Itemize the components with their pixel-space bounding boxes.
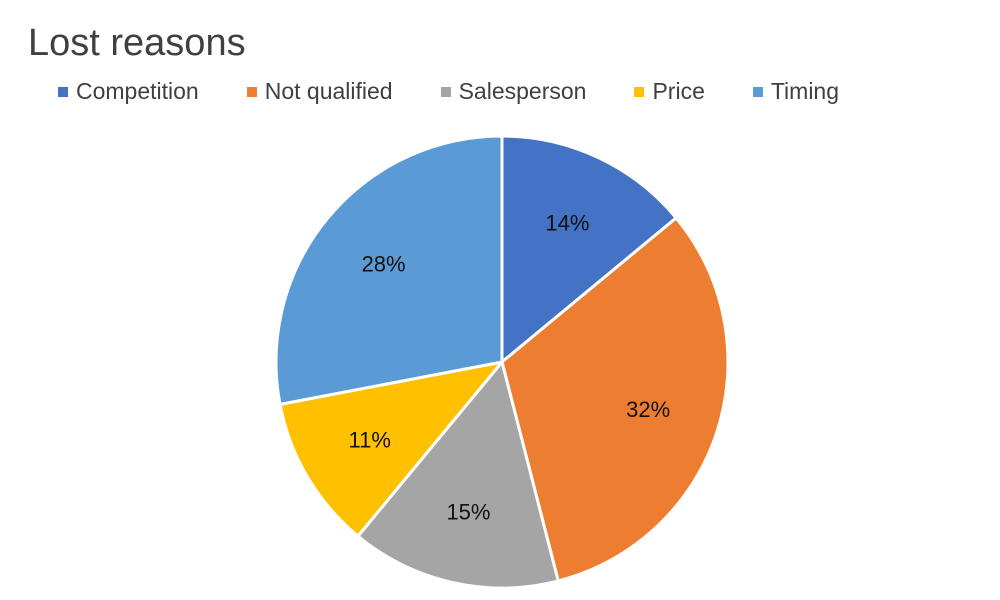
legend-item-timing: Timing [752,78,840,105]
legend-item-price: Price [634,78,705,105]
pie-slice-timing [274,134,504,406]
legend-item-salesperson: Salesperson [440,78,587,105]
pie-data-labels: 14% 32% 15% 11% 28% [349,210,671,524]
data-label-price: 11% [349,428,391,453]
pie-slice-price [278,360,504,538]
legend-label-not-qualified: Not qualified [264,78,393,104]
legend-swatch-competition [58,86,68,97]
legend-label-timing: Timing [770,78,840,104]
data-label-timing: 28% [362,252,406,277]
legend-label-price: Price [652,78,705,104]
chart-legend: Competition Not qualified Salesperson Pr… [58,78,887,105]
legend-swatch-timing [752,86,763,97]
data-label-not-qualified: 32% [626,397,670,422]
legend-label-competition: Competition [76,78,199,104]
legend-item-competition: Competition [58,78,199,105]
pie-slice-not-qualified [500,216,730,583]
pie-slice-salesperson [356,360,560,590]
legend-swatch-salesperson [440,86,451,97]
pie-slices [274,134,730,590]
legend-swatch-price [634,86,645,97]
data-label-competition: 14% [545,210,589,235]
data-label-salesperson: 15% [446,499,490,524]
pie-slice-competition [500,134,678,364]
legend-swatch-not-qualified [246,86,257,97]
legend-item-not-qualified: Not qualified [246,78,393,105]
legend-label-salesperson: Salesperson [458,78,587,104]
chart-title: Lost reasons [28,22,246,64]
